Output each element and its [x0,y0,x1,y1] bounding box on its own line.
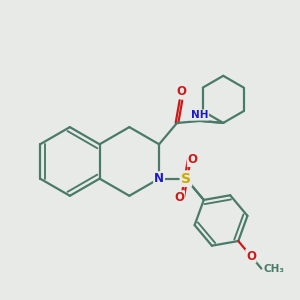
Text: N: N [154,172,164,185]
Text: O: O [188,153,197,167]
Text: CH₃: CH₃ [263,264,284,274]
Text: S: S [181,172,191,186]
Text: O: O [176,85,186,98]
Text: NH: NH [191,110,208,120]
Text: O: O [174,191,184,204]
Text: O: O [246,250,256,262]
